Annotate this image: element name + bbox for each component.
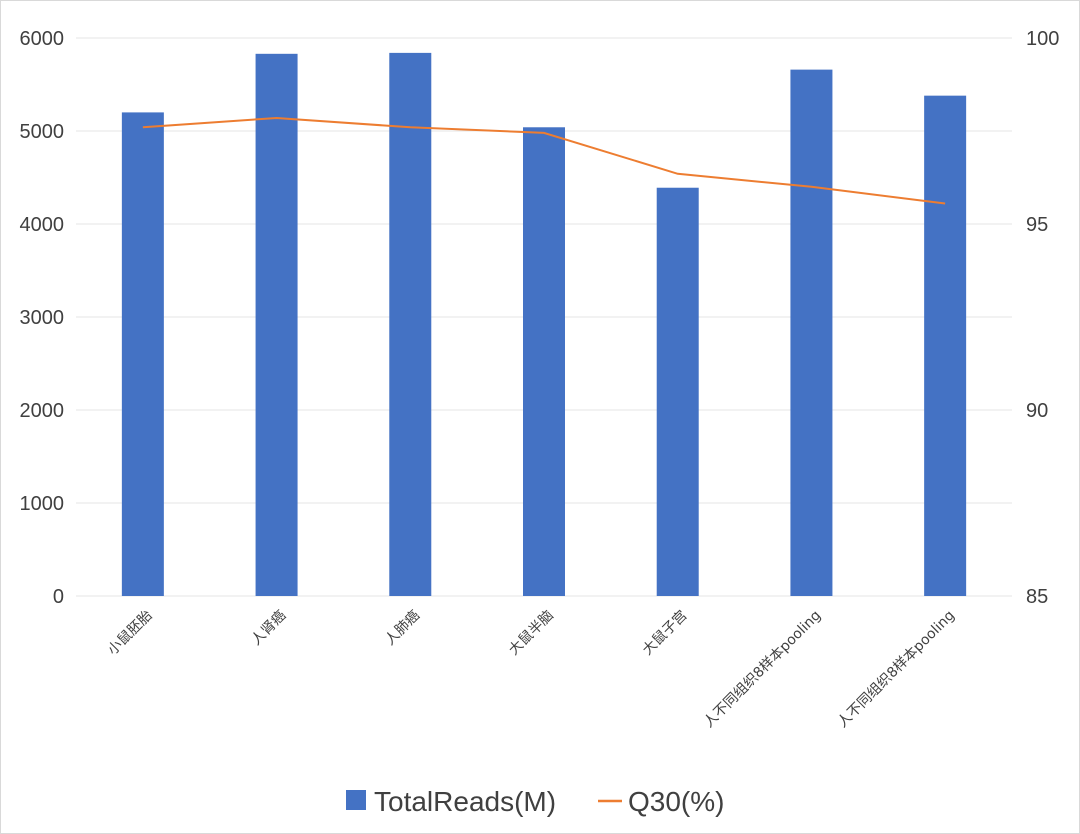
legend: TotalReads(M) Q30(%): [346, 786, 724, 817]
left-tick-label: 5000: [20, 121, 65, 143]
line-series: [142, 116, 946, 205]
left-y-axis: 0 1000 2000 3000 4000 5000 6000: [20, 28, 65, 608]
bar: [924, 95, 967, 596]
left-tick-label: 2000: [20, 400, 65, 422]
bar: [121, 112, 164, 597]
bar-series: [121, 52, 967, 597]
legend-bar-label: TotalReads(M): [374, 786, 556, 817]
right-tick-label: 100: [1026, 28, 1059, 50]
bar: [389, 52, 432, 596]
left-tick-label: 0: [53, 586, 64, 608]
right-tick-label: 85: [1026, 586, 1048, 608]
right-y-axis: 85 90 95 100: [1026, 28, 1059, 608]
left-tick-label: 3000: [20, 307, 65, 329]
right-tick-label: 90: [1026, 400, 1048, 422]
bar: [523, 127, 565, 596]
left-tick-label: 1000: [20, 493, 65, 515]
left-tick-label: 4000: [20, 214, 65, 236]
right-tick-label: 95: [1026, 214, 1048, 236]
legend-line-label: Q30(%): [628, 786, 724, 817]
bar: [790, 69, 833, 597]
bar: [656, 187, 699, 597]
legend-bar-swatch: [346, 790, 366, 810]
left-tick-label: 6000: [20, 28, 65, 50]
bar: [255, 53, 298, 597]
q30-line: [142, 116, 946, 205]
